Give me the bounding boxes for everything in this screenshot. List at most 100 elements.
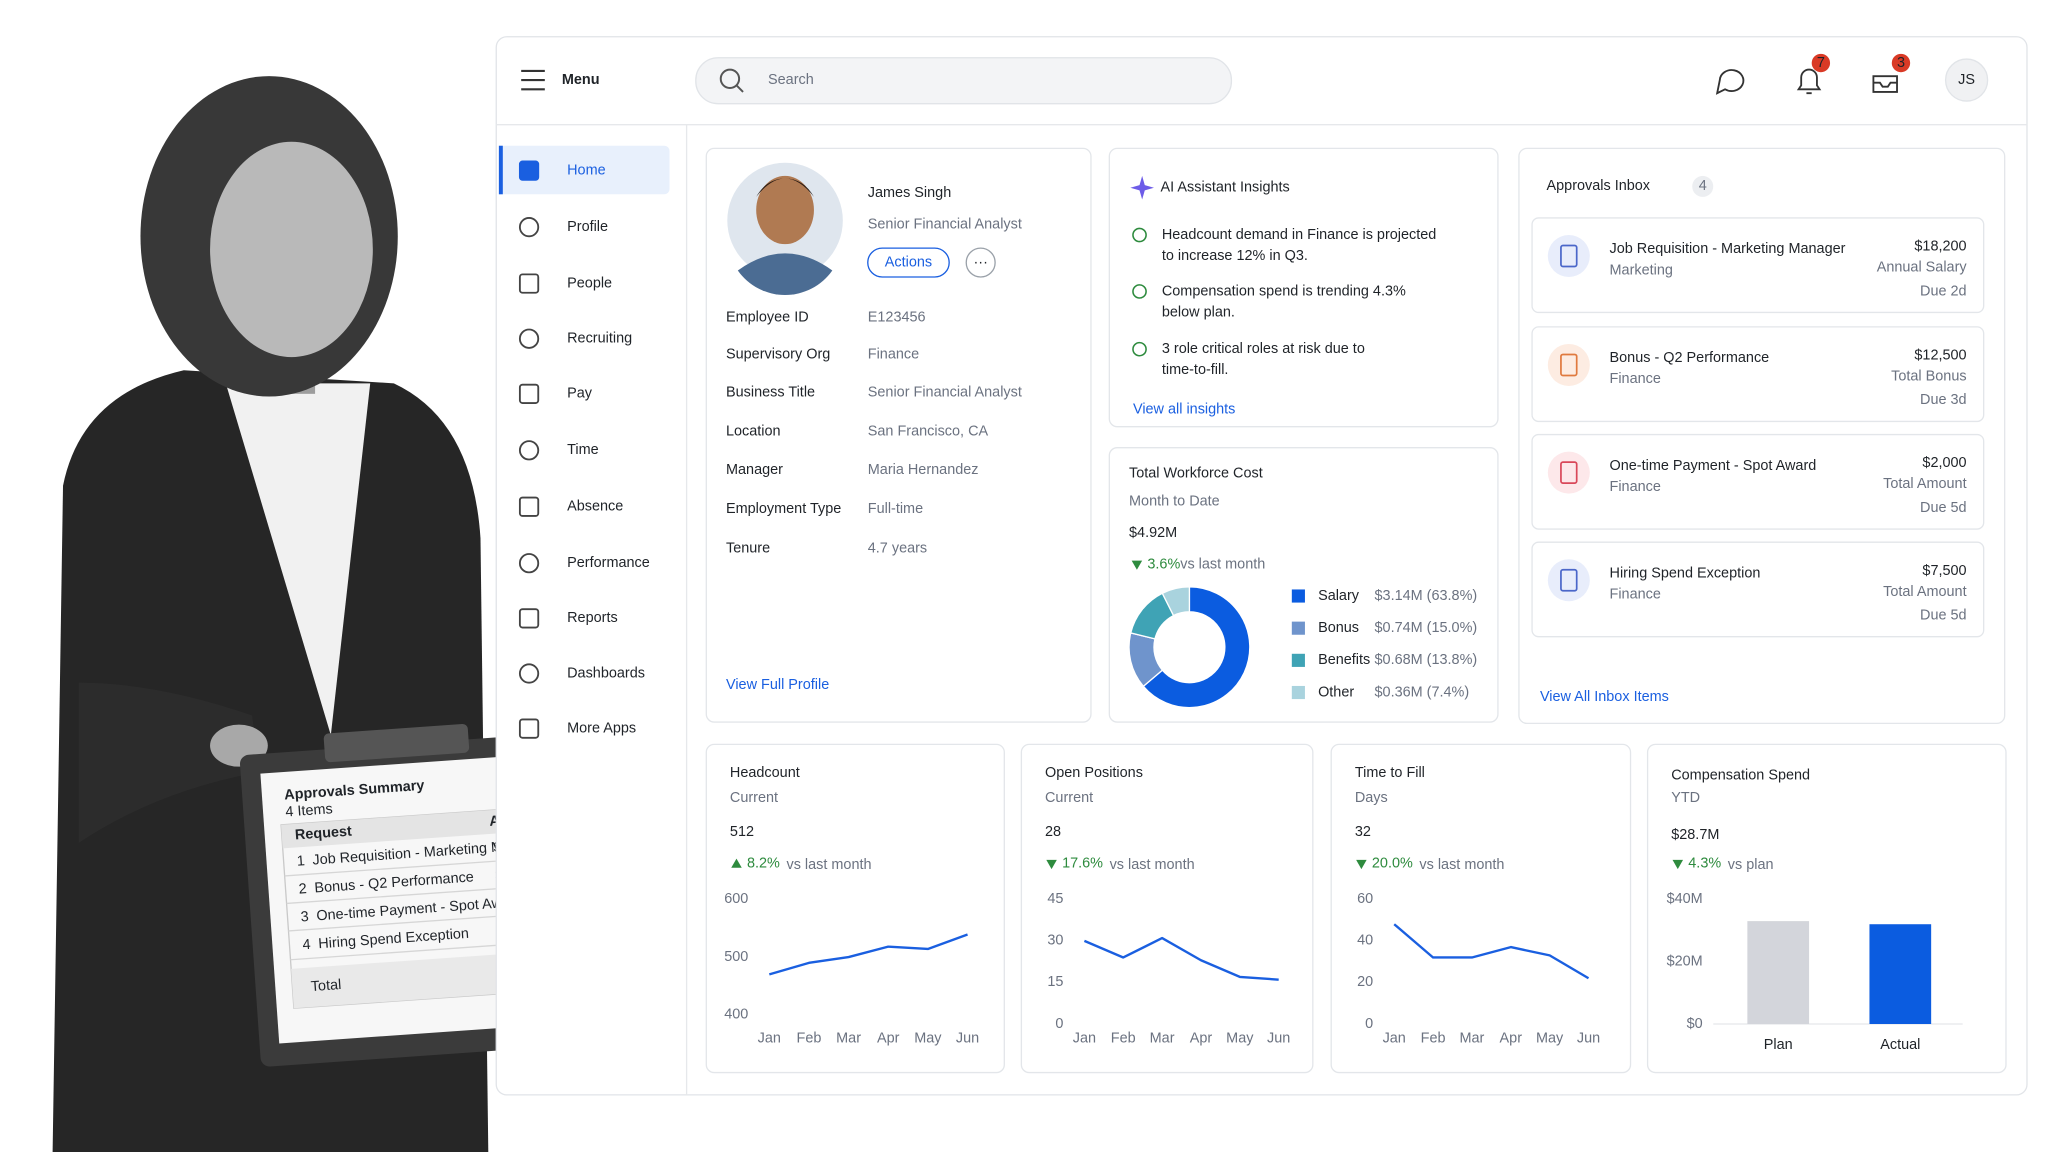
y-tick-label: 45 xyxy=(1047,891,1063,907)
approvals-link[interactable]: View All Inbox Items xyxy=(1540,689,1669,705)
field-label: Employee ID xyxy=(726,310,809,326)
bar xyxy=(1869,924,1932,1024)
x-tick-label: Mar xyxy=(836,1030,861,1046)
menu-item[interactable]: Time xyxy=(567,442,599,458)
legend-label: Salary xyxy=(1318,588,1360,604)
approval-due: Due 2d xyxy=(1920,283,1967,299)
kpi-value: 32 xyxy=(1355,824,1371,840)
approval-dept: Marketing xyxy=(1610,262,1673,278)
x-tick-label: May xyxy=(914,1030,942,1046)
menu-icon xyxy=(518,440,540,461)
field-value: San Francisco, CA xyxy=(868,424,989,440)
bar xyxy=(1747,921,1810,1024)
check-icon xyxy=(1132,284,1147,299)
menu-item[interactable]: Performance xyxy=(567,555,650,571)
clipboard-total-label: Total xyxy=(310,977,342,995)
y-tick-label: 500 xyxy=(724,949,748,965)
hamburger[interactable] xyxy=(521,69,545,91)
check-icon xyxy=(1132,341,1147,357)
card-value: $4.92M xyxy=(1129,525,1177,541)
menu-icon xyxy=(518,273,540,294)
insights-title: AI Assistant Insights xyxy=(1161,180,1290,196)
approval-title: Hiring Spend Exception xyxy=(1610,566,1761,582)
approval-item[interactable] xyxy=(1531,433,1985,530)
approval-title: Bonus - Q2 Performance xyxy=(1610,350,1770,366)
more-button[interactable] xyxy=(965,247,996,278)
menu-item[interactable]: Dashboards xyxy=(567,665,645,681)
actions-label[interactable]: Actions xyxy=(885,254,932,270)
approval-dept: Finance xyxy=(1610,371,1661,387)
insight-text: to increase 12% in Q3. xyxy=(1162,248,1308,264)
menu-icon xyxy=(518,383,540,404)
avatar[interactable] xyxy=(1944,58,1989,102)
field-value: Full-time xyxy=(868,501,923,517)
field-value: Senior Financial Analyst xyxy=(868,384,1022,400)
field-label: Location xyxy=(726,424,781,440)
menu-item[interactable]: Pay xyxy=(567,386,593,402)
profile-link[interactable]: View Full Profile xyxy=(726,677,829,693)
menu-icon xyxy=(518,718,540,739)
menu-item[interactable]: People xyxy=(567,275,612,291)
kpi-subtitle: YTD xyxy=(1671,790,1700,806)
chat-icon[interactable] xyxy=(1715,69,1745,95)
change-value: 3.6% xyxy=(1147,556,1180,572)
approval-icon xyxy=(1547,559,1590,602)
approval-due: Due 5d xyxy=(1920,608,1967,624)
approval-amount-label: Total Amount xyxy=(1883,584,1966,600)
menu-item[interactable]: Home xyxy=(567,162,606,178)
inbox-icon[interactable] xyxy=(1872,75,1898,93)
approval-amount-label: Annual Salary xyxy=(1877,260,1968,276)
approval-amount: $12,500 xyxy=(1914,348,1966,364)
field-value: Finance xyxy=(868,346,919,362)
y-tick-label: 0 xyxy=(1365,1016,1373,1032)
menu-icon xyxy=(518,663,540,684)
approvals-title: Approvals Inbox xyxy=(1547,178,1651,194)
menu-title[interactable]: Menu xyxy=(562,72,600,88)
actions-button[interactable] xyxy=(867,247,950,278)
approvals-count: 4 xyxy=(1699,178,1707,194)
clipboard-row-num: 2 xyxy=(298,881,307,898)
check-icon xyxy=(1132,227,1147,243)
kpi-change-label: vs last month xyxy=(786,857,871,873)
menu-item[interactable]: Reports xyxy=(567,610,618,626)
legend-swatch xyxy=(1291,621,1305,635)
menu-item[interactable]: Absence xyxy=(567,499,623,515)
approval-item[interactable] xyxy=(1531,326,1985,423)
more-label: ··· xyxy=(973,254,987,270)
legend-value: $3.14M (63.8%) xyxy=(1375,588,1478,604)
legend-value: $0.74M (15.0%) xyxy=(1375,620,1478,636)
insights-link[interactable]: View all insights xyxy=(1133,401,1235,417)
menu-icon xyxy=(518,608,540,629)
approval-amount-label: Total Bonus xyxy=(1891,369,1966,385)
field-label: Supervisory Org xyxy=(726,346,830,362)
avatar-initials: JS xyxy=(1958,72,1975,88)
y-tick-label: 400 xyxy=(724,1007,748,1023)
y-tick-label: $0 xyxy=(1687,1016,1703,1032)
kpi-value: 28 xyxy=(1045,824,1061,840)
clipboard-row-num: 4 xyxy=(302,937,311,954)
bell-icon[interactable] xyxy=(1796,68,1822,95)
kpi-value: 512 xyxy=(730,824,754,840)
menu-icon xyxy=(518,553,540,574)
trend-down xyxy=(1046,859,1057,870)
approval-amount: $2,000 xyxy=(1922,455,1966,471)
y-tick-label: $20M xyxy=(1667,953,1703,969)
approval-doc xyxy=(1560,353,1578,377)
approval-doc xyxy=(1560,244,1578,268)
search-box[interactable] xyxy=(695,57,1233,105)
approval-item[interactable] xyxy=(1531,541,1985,638)
kpi-change: 4.3% xyxy=(1688,856,1721,872)
approval-doc xyxy=(1560,461,1578,484)
menu-item[interactable]: Recruiting xyxy=(567,331,632,347)
change-label: vs last month xyxy=(1180,556,1265,572)
kpi-subtitle: Current xyxy=(730,790,778,806)
y-tick-label: 30 xyxy=(1047,933,1063,949)
menu-item[interactable]: More Apps xyxy=(567,720,636,736)
x-tick-label: Feb xyxy=(1421,1030,1446,1046)
x-tick-label: Jun xyxy=(1267,1030,1290,1046)
approval-item[interactable] xyxy=(1531,217,1985,314)
legend-swatch xyxy=(1291,589,1305,603)
x-tick-label: Mar xyxy=(1150,1030,1175,1046)
y-tick-label: 15 xyxy=(1047,974,1063,990)
menu-item[interactable]: Profile xyxy=(567,219,608,235)
